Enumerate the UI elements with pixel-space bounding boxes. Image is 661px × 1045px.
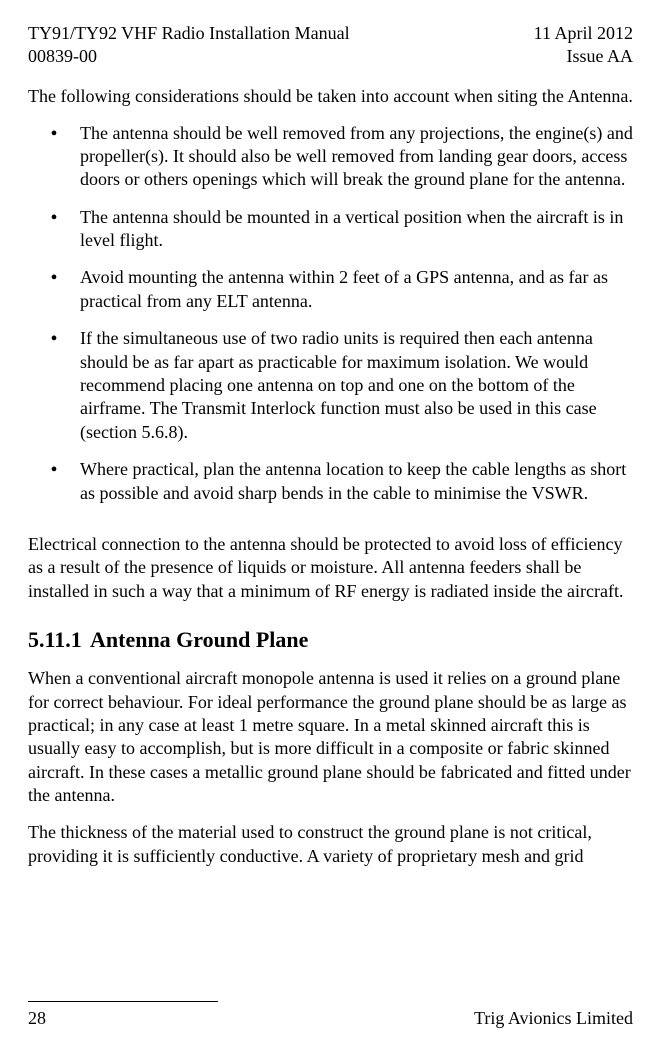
section-heading: 5.11.1Antenna Ground Plane	[28, 627, 633, 653]
list-item: • The antenna should be mounted in a ver…	[28, 206, 633, 253]
page-number: 28	[28, 1008, 46, 1029]
paragraph: When a conventional aircraft monopole an…	[28, 667, 633, 807]
footer-company: Trig Avionics Limited	[474, 1008, 633, 1029]
footer-rule	[28, 1001, 218, 1002]
footer-block: 28 Trig Avionics Limited	[28, 991, 633, 1029]
bullet-icon: •	[28, 122, 80, 192]
bullet-text: The antenna should be well removed from …	[80, 122, 633, 192]
doc-title: TY91/TY92 VHF Radio Installation Manual	[28, 22, 350, 45]
header-left: TY91/TY92 VHF Radio Installation Manual …	[28, 22, 350, 67]
section-title: Antenna Ground Plane	[90, 627, 308, 652]
list-item: • Avoid mounting the antenna within 2 fe…	[28, 266, 633, 313]
list-item: • If the simultaneous use of two radio u…	[28, 327, 633, 444]
header-right: 11 April 2012 Issue AA	[534, 22, 633, 67]
intro-paragraph: The following considerations should be t…	[28, 85, 633, 108]
bullet-text: Avoid mounting the antenna within 2 feet…	[80, 266, 633, 313]
doc-date: 11 April 2012	[534, 22, 633, 45]
paragraph: The thickness of the material used to co…	[28, 821, 633, 868]
bullet-text: If the simultaneous use of two radio uni…	[80, 327, 633, 444]
page-header: TY91/TY92 VHF Radio Installation Manual …	[28, 22, 633, 67]
section-number: 5.11.1	[28, 627, 90, 653]
bullet-icon: •	[28, 327, 80, 444]
bullet-icon: •	[28, 206, 80, 253]
list-item: • Where practical, plan the antenna loca…	[28, 458, 633, 505]
bullet-icon: •	[28, 266, 80, 313]
doc-issue: Issue AA	[534, 45, 633, 68]
bullet-icon: •	[28, 458, 80, 505]
paragraph: Electrical connection to the antenna sho…	[28, 533, 633, 603]
page: TY91/TY92 VHF Radio Installation Manual …	[0, 0, 661, 1045]
page-footer: 28 Trig Avionics Limited	[28, 1008, 633, 1029]
bullet-text: Where practical, plan the antenna locati…	[80, 458, 633, 505]
bullet-text: The antenna should be mounted in a verti…	[80, 206, 633, 253]
doc-number: 00839-00	[28, 45, 350, 68]
list-item: • The antenna should be well removed fro…	[28, 122, 633, 192]
bullet-list: • The antenna should be well removed fro…	[28, 122, 633, 519]
